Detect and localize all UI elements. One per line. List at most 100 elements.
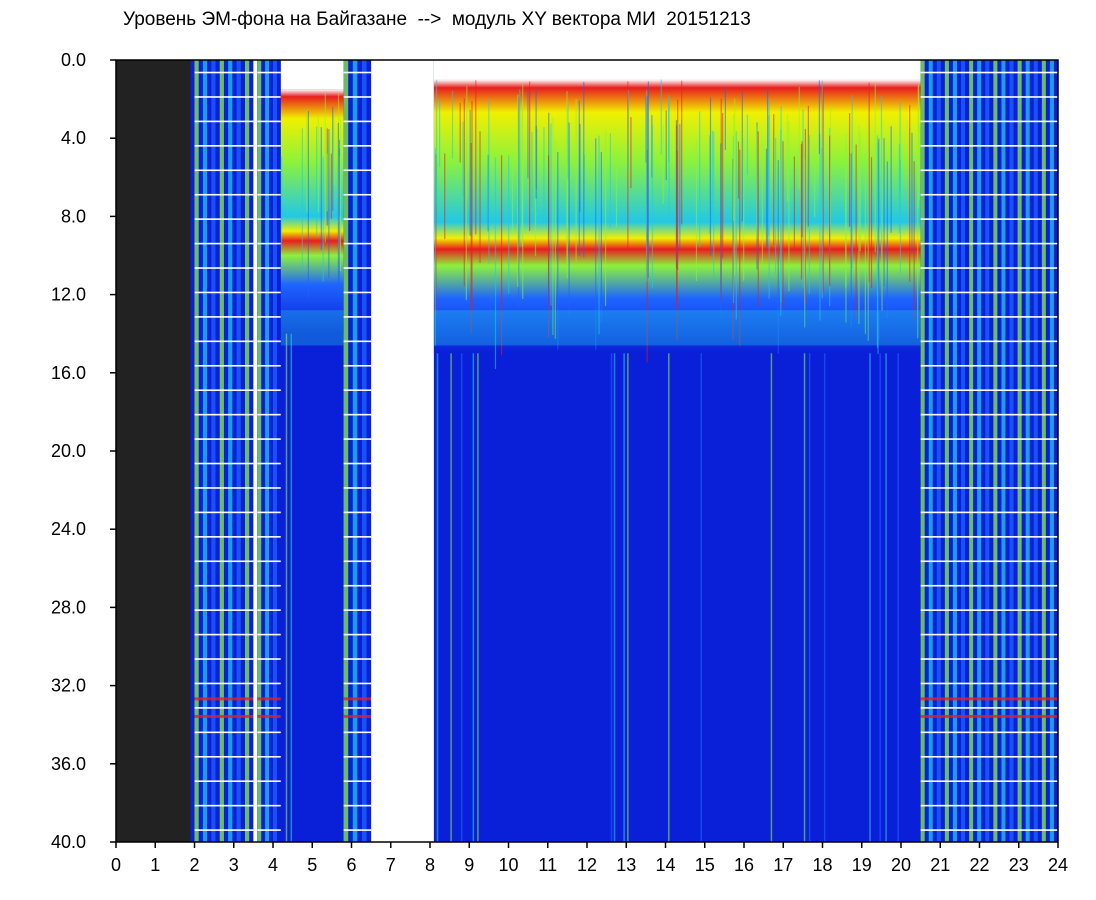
quiet-top bbox=[280, 60, 344, 90]
comb-line bbox=[194, 487, 254, 489]
texture-streak bbox=[494, 157, 497, 369]
x-tick-label: 9 bbox=[464, 855, 474, 875]
texture-streak bbox=[867, 127, 869, 341]
texture-streak bbox=[855, 144, 857, 319]
comb-line bbox=[257, 780, 281, 783]
texture-streak bbox=[521, 102, 523, 247]
texture-streak bbox=[475, 80, 477, 235]
texture-streak bbox=[793, 156, 795, 251]
y-tick-label: 20.0 bbox=[51, 441, 86, 461]
texture-streak bbox=[859, 132, 861, 252]
comb-line bbox=[343, 560, 372, 563]
texture-streak bbox=[677, 99, 679, 270]
x-tick-label: 8 bbox=[425, 855, 435, 875]
comb-line bbox=[920, 71, 1058, 74]
texture-streak bbox=[595, 138, 597, 350]
texture-streak bbox=[850, 153, 852, 327]
comb-line bbox=[257, 267, 281, 269]
texture-streak bbox=[874, 83, 876, 253]
texture-streak bbox=[511, 152, 514, 234]
comb-line bbox=[920, 487, 1058, 489]
texture-streak bbox=[469, 109, 471, 236]
vertical-line bbox=[610, 353, 613, 842]
comb-column bbox=[343, 60, 349, 842]
comb-line bbox=[920, 707, 1058, 709]
vertical-line bbox=[808, 353, 811, 842]
texture-streak bbox=[808, 135, 810, 294]
x-tick-label: 4 bbox=[268, 855, 278, 875]
segment-striped-comb bbox=[194, 60, 254, 842]
comb-line bbox=[920, 511, 1058, 514]
comb-line bbox=[194, 120, 254, 123]
texture-streak bbox=[324, 93, 326, 243]
vertical-line bbox=[823, 353, 826, 842]
texture-streak bbox=[647, 81, 649, 278]
comb-line bbox=[194, 242, 254, 245]
comb-column bbox=[944, 60, 949, 842]
texture-streak bbox=[487, 155, 489, 232]
texture-streak bbox=[645, 90, 648, 282]
texture-streak bbox=[646, 95, 649, 251]
comb-line bbox=[194, 364, 254, 367]
no-data-region bbox=[116, 60, 191, 842]
texture-streak bbox=[615, 152, 618, 228]
texture-streak bbox=[711, 130, 714, 218]
texture-streak bbox=[527, 90, 529, 179]
comb-line bbox=[920, 291, 1058, 294]
x-tick-label: 22 bbox=[969, 855, 989, 875]
comb-line bbox=[257, 584, 281, 587]
comb-line bbox=[920, 242, 1058, 245]
texture-streak bbox=[567, 104, 569, 180]
vertical-line bbox=[879, 353, 881, 842]
texture-streak bbox=[720, 143, 722, 314]
comb-column bbox=[1009, 60, 1014, 842]
comb-line bbox=[257, 291, 281, 294]
texture-streak bbox=[459, 103, 461, 163]
comb-spot bbox=[920, 714, 1058, 718]
texture-streak bbox=[500, 155, 503, 356]
texture-streak bbox=[741, 91, 743, 222]
comb-line bbox=[343, 291, 372, 294]
texture-streak bbox=[451, 90, 454, 159]
comb-line bbox=[257, 560, 281, 563]
texture-streak bbox=[330, 153, 332, 219]
comb-column bbox=[352, 60, 358, 842]
texture-streak bbox=[877, 142, 879, 354]
texture-streak bbox=[627, 89, 629, 171]
comb-line bbox=[920, 462, 1058, 465]
texture-streak bbox=[534, 125, 537, 256]
x-tick-label: 18 bbox=[812, 855, 832, 875]
comb-line bbox=[920, 218, 1058, 220]
texture-streak bbox=[583, 81, 585, 258]
comb-column bbox=[936, 60, 941, 842]
comb-line bbox=[343, 267, 372, 269]
comb-line bbox=[343, 120, 372, 123]
x-tick-label: 6 bbox=[346, 855, 356, 875]
x-tick-label: 24 bbox=[1048, 855, 1068, 875]
texture-streak bbox=[845, 133, 847, 323]
comb-column bbox=[361, 60, 367, 842]
vertical-line bbox=[897, 353, 900, 842]
comb-spot bbox=[343, 714, 372, 718]
comb-line bbox=[920, 829, 1058, 831]
y-tick-label: 4.0 bbox=[61, 128, 86, 148]
segment-striped-comb bbox=[343, 60, 372, 842]
texture-streak bbox=[320, 127, 322, 251]
comb-line bbox=[194, 682, 254, 685]
texture-streak bbox=[818, 80, 820, 154]
comb-line bbox=[343, 707, 372, 709]
comb-line bbox=[920, 780, 1058, 783]
comb-line bbox=[257, 438, 281, 440]
texture-streak bbox=[665, 110, 667, 181]
texture-streak bbox=[328, 129, 330, 279]
comb-line bbox=[257, 755, 281, 758]
texture-streak bbox=[734, 98, 736, 275]
texture-streak bbox=[519, 89, 521, 247]
comb-line bbox=[343, 633, 372, 636]
comb-line bbox=[343, 96, 372, 98]
comb-line bbox=[194, 584, 254, 587]
comb-line bbox=[343, 780, 372, 783]
comb-column bbox=[219, 60, 224, 842]
texture-streak bbox=[554, 139, 556, 339]
